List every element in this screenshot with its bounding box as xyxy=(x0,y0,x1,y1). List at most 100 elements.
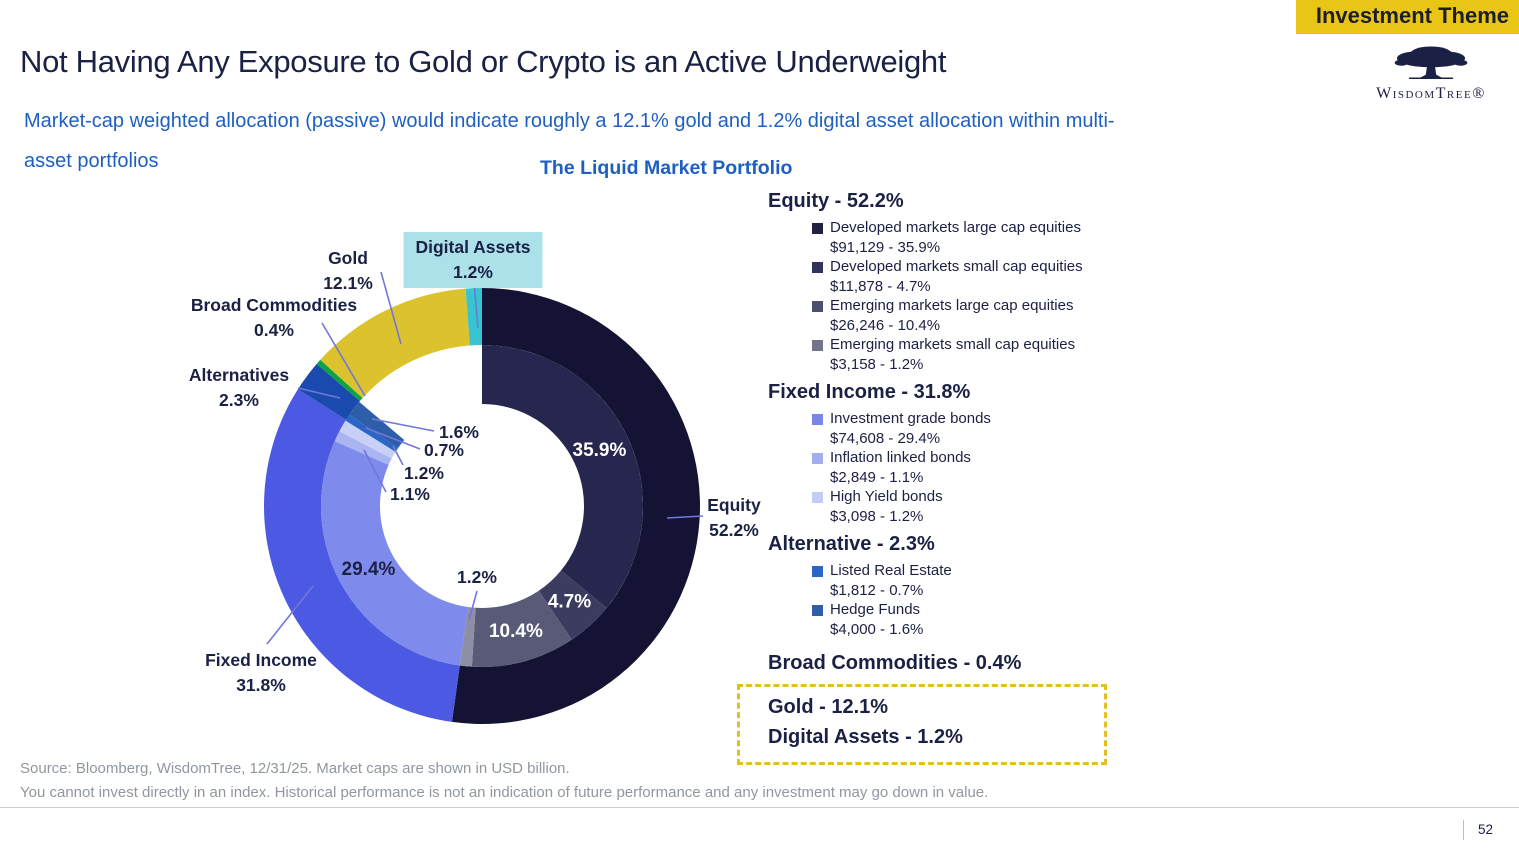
legend-item-name: Developed markets small cap equities xyxy=(830,258,1083,275)
tree-icon xyxy=(1394,46,1468,80)
callout-high-yield-pct-line: 1.2% xyxy=(404,463,444,483)
segment-inner-emerging-markets-small-cap-equities xyxy=(459,607,476,667)
segment-inner-hedge-funds xyxy=(349,401,405,449)
segment-inner-inflation-linked-bonds xyxy=(334,431,392,465)
segment-inner-listed-real-estate xyxy=(345,414,398,452)
legend-item-name: Investment grade bonds xyxy=(830,410,991,427)
legend-item-inflation-linked-bonds: Inflation linked bonds xyxy=(812,449,1198,467)
legend-swatch xyxy=(812,300,823,312)
legend-section-fixed-income-31-8: Fixed Income - 31.8% Investment grade bon… xyxy=(768,379,1198,527)
callout-listed-real-estate-pct: 0.7% xyxy=(424,438,464,463)
legend-section-title: Fixed Income - 31.8% xyxy=(768,381,971,403)
legend-sections: Equity - 52.2% Developed markets large ca… xyxy=(768,188,1198,676)
callout-gold: Gold 12.1% xyxy=(323,246,373,296)
footer: Source: Bloomberg, WisdomTree, 12/31/25.… xyxy=(20,757,988,805)
callout-broad-commodities-line: 0.4% xyxy=(254,320,294,340)
callout-fixed-income: Fixed Income 31.8% xyxy=(205,648,317,698)
legend-swatch xyxy=(812,604,823,616)
callout-inflation-linked-pct-line: 1.1% xyxy=(390,484,430,504)
page-title: Not Having Any Exposure to Gold or Crypt… xyxy=(20,44,947,79)
legend-swatch xyxy=(812,222,823,234)
investment-theme-badge: Investment Theme xyxy=(1295,0,1519,34)
legend-item-developed-markets-large-cap-equities: Developed markets large cap equities xyxy=(812,219,1198,237)
callout-digital-assets-line: 1.2% xyxy=(453,262,493,282)
segment-inner-emerging-markets-large-cap-equities xyxy=(471,590,572,668)
legend-section-title-gold-12-1: Gold - 12.1% xyxy=(768,696,889,718)
legend-swatch xyxy=(812,491,823,503)
callout-fixed-income-line: Fixed Income xyxy=(205,650,317,670)
callout-em-small-cap-pct-line: 1.2% xyxy=(457,567,497,587)
callout-hedge-funds-pct-line: 1.6% xyxy=(439,422,479,442)
callout-gold-line: Gold xyxy=(328,248,368,268)
leader-line-em-small-cap-pct xyxy=(468,590,478,621)
legend-swatch xyxy=(812,413,823,425)
segment-inner-developed-markets-large-cap-equities xyxy=(482,345,644,608)
gold-digital-highlight-box: Gold - 12.1% Digital Assets - 1.2% xyxy=(737,684,1107,765)
legend-item-name: Emerging markets small cap equities xyxy=(830,336,1076,353)
legend-swatch xyxy=(812,565,823,577)
legend-section-alternative-2-3: Alternative - 2.3% Listed Real Estate $1,8… xyxy=(768,531,1198,640)
subtitle-line-2: asset portfolios xyxy=(24,150,159,172)
leader-line-hedge-funds-pct xyxy=(371,418,435,432)
legend-item-name: Hedge Funds xyxy=(830,601,921,618)
legend-item-name: Listed Real Estate xyxy=(830,562,952,579)
legend-item-value: $11,878 - 4.7% xyxy=(830,278,931,295)
page-number: 52 xyxy=(1462,820,1493,840)
segment-inner-high-yield-bonds xyxy=(339,420,396,459)
legend-item-listed-real-estate: Listed Real Estate xyxy=(812,562,1198,580)
legend-item-emerging-markets-large-cap-equities: Emerging markets large cap equities xyxy=(812,297,1198,315)
legend: Equity - 52.2% Developed markets large ca… xyxy=(737,186,1198,765)
segment-outer-equity xyxy=(451,288,700,724)
segment-outer-fixed-income xyxy=(264,389,460,722)
chart-title: The Liquid Market Portfolio xyxy=(540,157,793,179)
divider-line xyxy=(0,807,1519,808)
legend-item-name: Inflation linked bonds xyxy=(830,449,971,466)
leader-line-fixed-income xyxy=(266,585,314,645)
legend-swatch xyxy=(812,261,823,273)
data-label-emerging-markets-large-cap-equities: 10.4% xyxy=(489,621,543,642)
callout-broad-commodities: Broad Commodities 0.4% xyxy=(191,293,357,343)
callout-equity: Equity 52.2% xyxy=(707,493,760,543)
callout-alternatives-line: Alternatives xyxy=(188,365,290,385)
callout-digital-assets-line: Digital Assets xyxy=(415,237,531,257)
legend-item-value: $26,246 - 10.4% xyxy=(830,317,941,334)
callout-high-yield-pct: 1.2% xyxy=(404,461,444,486)
legend-item-emerging-markets-small-cap-equities: Emerging markets small cap equities xyxy=(812,336,1198,354)
legend-item-name: High Yield bonds xyxy=(830,488,943,505)
segment-inner-investment-grade-bonds xyxy=(321,441,468,666)
callout-equity-line: Equity xyxy=(707,495,761,515)
legend-item-value: $1,812 - 0.7% xyxy=(830,582,924,599)
callout-gold-line: 12.1% xyxy=(323,273,373,293)
legend-section-title: Equity - 52.2% xyxy=(768,190,904,212)
leader-line-digital-assets xyxy=(473,281,479,329)
legend-item-value: $2,849 - 1.1% xyxy=(830,469,924,486)
segment-outer-broad-commodities xyxy=(316,359,363,402)
callout-alternatives: Alternatives 2.3% xyxy=(189,363,289,413)
legend-item-value: $3,158 - 1.2% xyxy=(830,356,924,373)
callout-inflation-linked-pct: 1.1% xyxy=(390,482,430,507)
callout-broad-commodities-line: Broad Commodities xyxy=(190,295,358,315)
legend-item-high-yield-bonds: High Yield bonds xyxy=(812,488,1198,506)
footer-disclaimer-line: You cannot invest directly in an index. … xyxy=(20,784,989,801)
segment-outer-alternatives xyxy=(297,363,360,420)
callout-listed-real-estate-pct-line: 0.7% xyxy=(424,440,464,460)
callout-digital-assets: Digital Assets 1.2% xyxy=(403,232,543,288)
wisdomtree-logo: WisdomTree® xyxy=(1366,42,1496,103)
legend-item-value: $4,000 - 1.6% xyxy=(830,621,924,638)
legend-item-investment-grade-bonds: Investment grade bonds xyxy=(812,410,1198,428)
data-label-developed-markets-large-cap-equities: 35.9% xyxy=(573,440,627,461)
leader-line-alternatives xyxy=(297,387,341,399)
data-label-investment-grade-bonds: 29.4% xyxy=(342,559,396,580)
leader-line-listed-real-estate-pct xyxy=(365,427,421,450)
subtitle: Market-cap weighted allocation (passive)… xyxy=(24,101,1344,181)
legend-section-broad-commodities-0-4: Broad Commodities - 0.4% xyxy=(768,650,1198,676)
legend-section-title: Alternative - 2.3% xyxy=(768,533,935,555)
callout-equity-line: 52.2% xyxy=(709,520,759,540)
legend-swatch xyxy=(812,452,823,464)
callout-fixed-income-line: 31.8% xyxy=(236,675,286,695)
segment-inner-developed-markets-small-cap-equities xyxy=(538,570,607,640)
callout-em-small-cap-pct: 1.2% xyxy=(457,565,497,590)
legend-item-name: Emerging markets large cap equities xyxy=(830,297,1074,314)
segment-outer-gold xyxy=(320,288,470,399)
